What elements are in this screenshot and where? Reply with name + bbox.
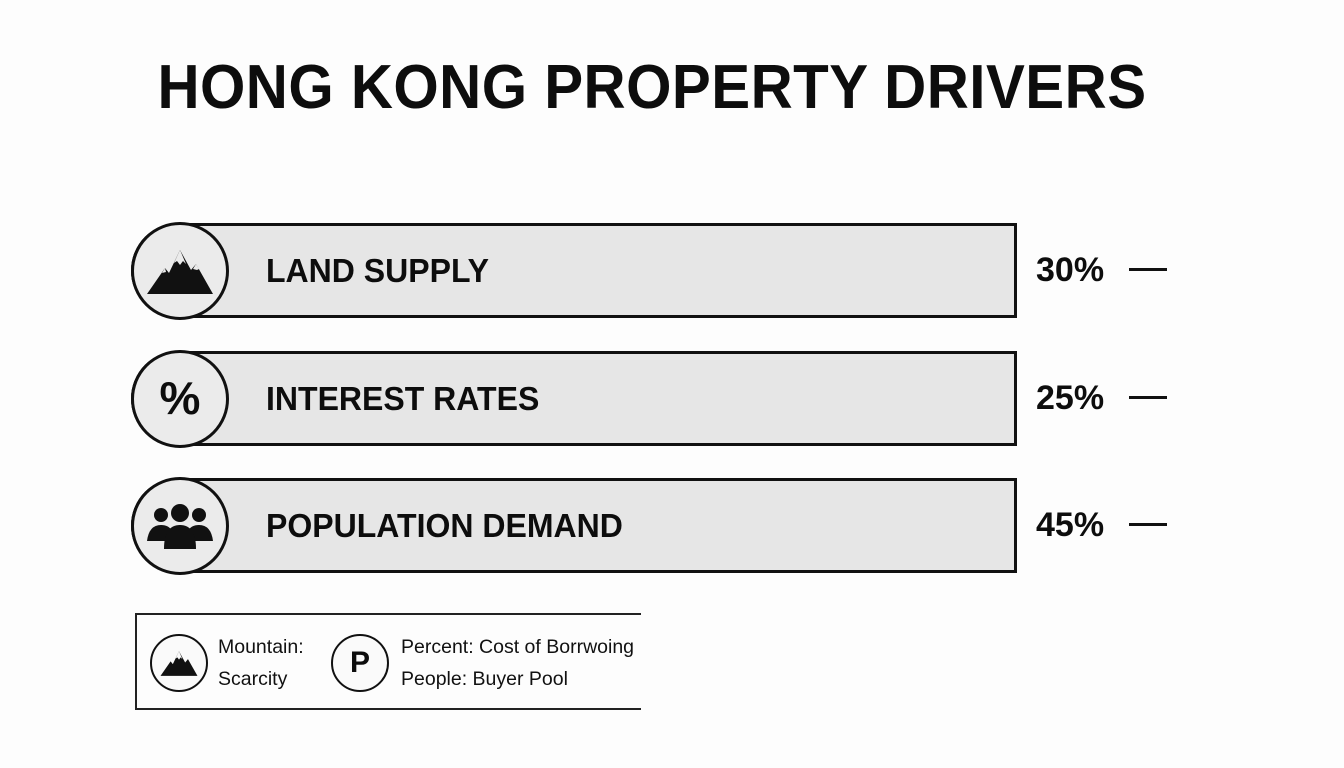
dash-marker <box>1129 396 1167 399</box>
p-letter-icon: P <box>331 634 389 692</box>
percent-glyph: % <box>159 372 201 424</box>
legend-line: Mountain: <box>218 636 304 658</box>
percent-icon: % <box>131 350 229 448</box>
p-glyph: P <box>349 646 370 679</box>
driver-value: 30% <box>1036 251 1105 289</box>
legend-line: Percent: Cost of Borrwoing <box>401 636 635 658</box>
driver-row-land-supply: LAND SUPPLY 30% <box>131 222 1171 320</box>
driver-label: POPULATION DEMAND <box>266 506 623 544</box>
page-title: HONG KONG PROPERTY DRIVERS <box>157 53 1147 122</box>
dash-marker <box>1129 268 1167 271</box>
legend-line: Scarcity <box>218 668 288 690</box>
driver-value: 45% <box>1036 506 1105 544</box>
driver-value: 25% <box>1036 379 1105 417</box>
driver-label: LAND SUPPLY <box>266 251 489 289</box>
driver-bar <box>131 223 1017 318</box>
driver-label: INTEREST RATES <box>266 379 540 417</box>
mountain-icon <box>150 634 208 692</box>
legend-mountain-text: Mountain: Scarcity <box>218 631 304 695</box>
legend-percent-people-text: Percent: Cost of Borrwoing People: Buyer… <box>401 631 634 695</box>
legend-line: People: Buyer Pool <box>401 668 568 690</box>
driver-bar <box>131 351 1017 446</box>
driver-bar <box>131 478 1017 573</box>
driver-row-interest-rates: % INTEREST RATES 25% <box>131 350 1171 448</box>
legend-box: Mountain: Scarcity P Percent: Cost of Bo… <box>135 613 641 710</box>
driver-row-population-demand: POPULATION DEMAND 45% <box>131 477 1171 575</box>
people-icon <box>131 477 229 575</box>
mountain-icon <box>131 222 229 320</box>
dash-marker <box>1129 523 1167 526</box>
